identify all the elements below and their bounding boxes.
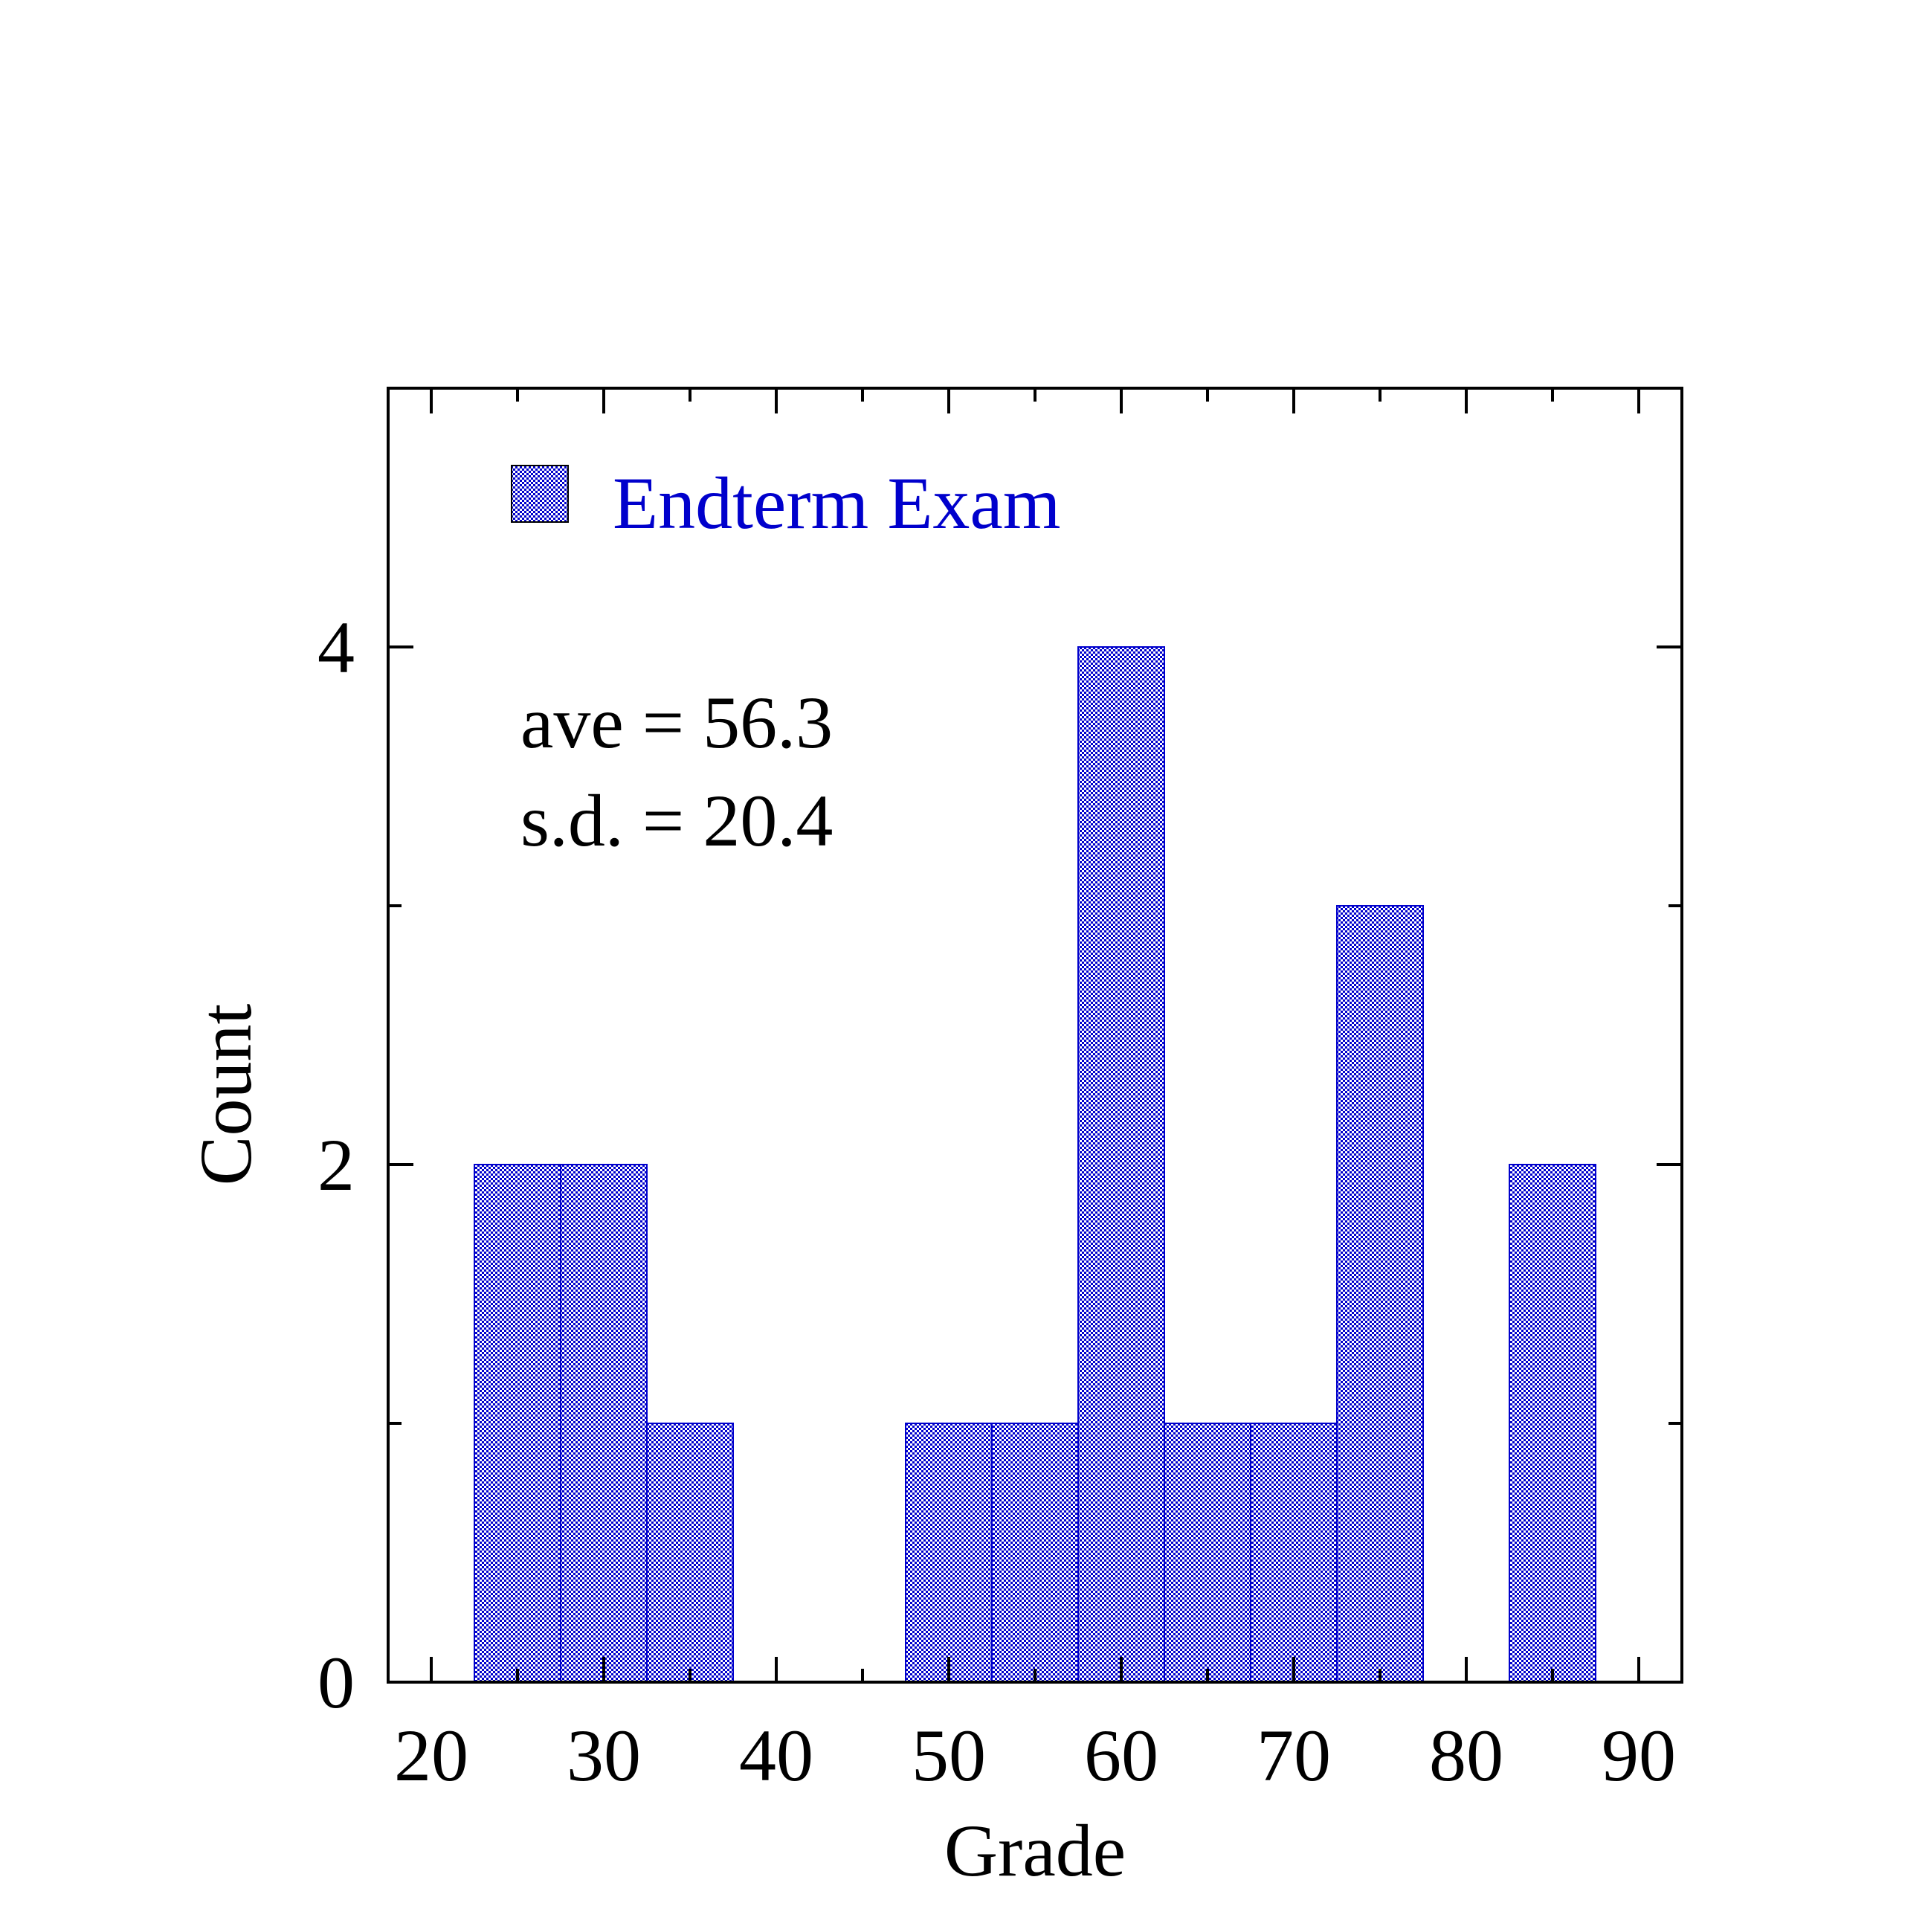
y-tick-label-4: 4 xyxy=(317,606,355,689)
histogram-bar-65 xyxy=(1164,1423,1251,1683)
x-tick-label-40: 40 xyxy=(739,1714,813,1797)
x-tick-label-70: 70 xyxy=(1257,1714,1331,1797)
x-tick-label-80: 80 xyxy=(1429,1714,1503,1797)
x-tick-label-60: 60 xyxy=(1084,1714,1158,1797)
histogram-bar-50 xyxy=(905,1423,993,1683)
legend-label-endterm-exam: Endterm Exam xyxy=(613,462,1061,544)
plot-frame xyxy=(387,387,1683,1684)
histogram-bar-30 xyxy=(560,1164,648,1683)
x-tick-label-50: 50 xyxy=(912,1714,986,1797)
histogram-bar-85 xyxy=(1509,1164,1596,1683)
histogram-bar-35 xyxy=(646,1423,734,1683)
y-tick-label-0: 0 xyxy=(317,1641,355,1724)
x-axis-label: Grade xyxy=(944,1809,1126,1892)
y-axis-label: Count xyxy=(184,1004,267,1186)
legend: Endterm Exam xyxy=(511,462,1061,544)
legend-swatch-endterm-exam xyxy=(511,465,569,523)
histogram-bar-60 xyxy=(1077,646,1165,1683)
labels-layer: 20 30 40 50 60 70 80 90 0 2 4 xyxy=(317,606,1676,1797)
x-tick-label-90: 90 xyxy=(1602,1714,1676,1797)
histogram-bar-25 xyxy=(474,1164,561,1683)
stats-annotation: ave = 56.3 s.d. = 20.4 xyxy=(520,681,833,862)
x-tick-label-20: 20 xyxy=(394,1714,468,1797)
x-tick-label-30: 30 xyxy=(567,1714,641,1797)
bars-layer xyxy=(474,646,1596,1683)
histogram-bar-55 xyxy=(991,1423,1079,1683)
histogram-bar-75 xyxy=(1336,905,1424,1683)
histogram-bar-70 xyxy=(1250,1423,1338,1683)
y-tick-label-2: 2 xyxy=(317,1124,355,1206)
annotation-standard-deviation: s.d. = 20.4 xyxy=(520,779,833,862)
annotation-average: ave = 56.3 xyxy=(520,681,833,764)
